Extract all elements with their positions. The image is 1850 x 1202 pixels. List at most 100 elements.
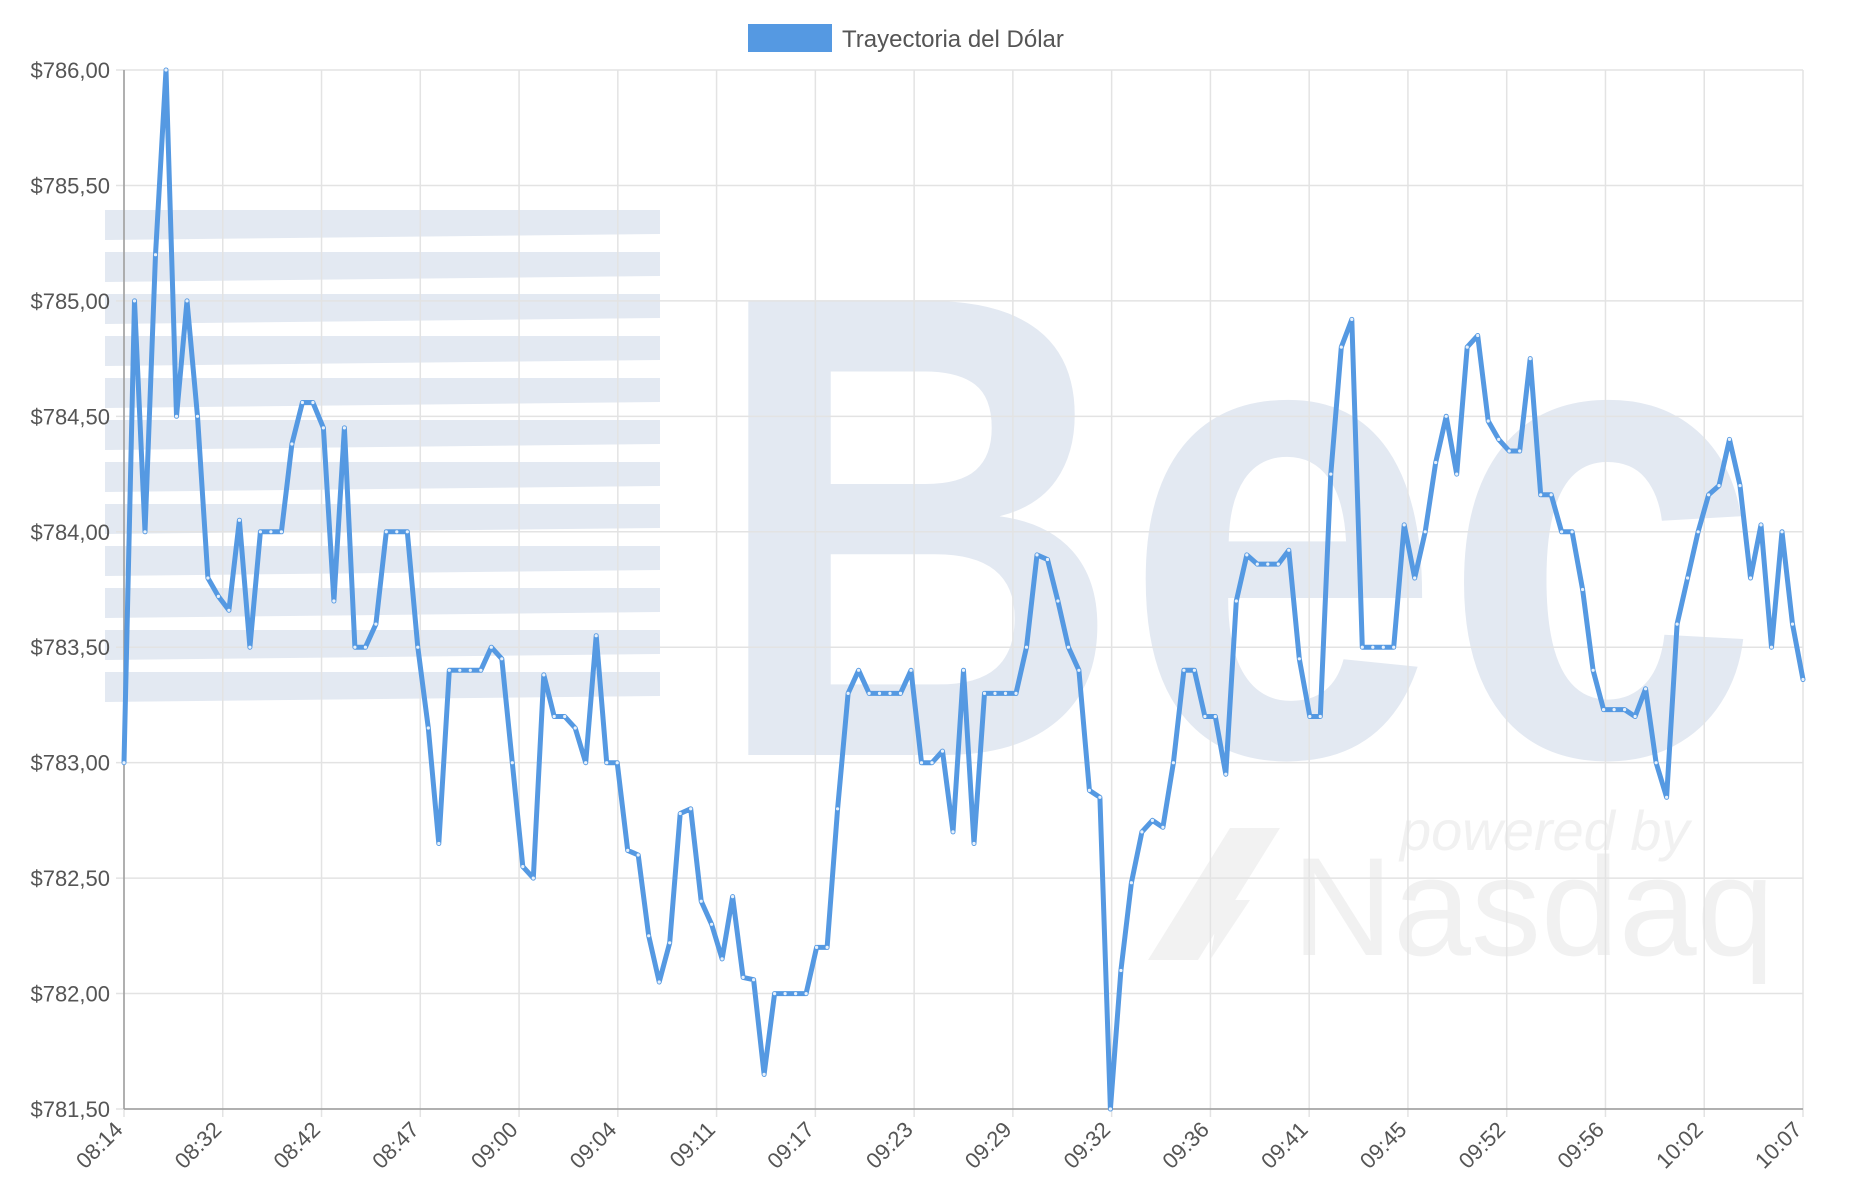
data-point[interactable]	[647, 934, 651, 938]
data-point[interactable]	[961, 668, 966, 672]
data-point[interactable]	[888, 691, 892, 696]
data-point[interactable]	[143, 530, 147, 534]
data-point[interactable]	[1465, 345, 1469, 349]
data-point[interactable]	[1297, 657, 1301, 661]
data-point[interactable]	[1560, 530, 1564, 534]
data-point[interactable]	[1203, 714, 1207, 719]
data-point[interactable]	[1727, 437, 1732, 441]
data-point[interactable]	[153, 253, 158, 257]
data-point[interactable]	[521, 865, 525, 869]
data-point[interactable]	[489, 645, 493, 649]
data-point[interactable]	[1045, 557, 1050, 562]
data-point[interactable]	[1318, 714, 1322, 719]
data-point[interactable]	[1644, 687, 1648, 691]
data-point[interactable]	[321, 426, 325, 430]
data-point[interactable]	[1707, 493, 1711, 497]
data-point[interactable]	[1549, 493, 1553, 497]
data-point[interactable]	[846, 691, 850, 696]
data-point[interactable]	[1287, 548, 1291, 552]
data-point[interactable]	[1213, 714, 1217, 719]
data-point[interactable]	[993, 691, 997, 696]
data-point[interactable]	[332, 599, 336, 603]
data-point[interactable]	[1245, 553, 1249, 557]
data-point[interactable]	[416, 645, 420, 649]
data-point[interactable]	[311, 400, 315, 405]
data-point[interactable]	[353, 645, 357, 649]
data-point[interactable]	[1518, 449, 1522, 453]
data-point[interactable]	[290, 442, 294, 446]
data-point[interactable]	[815, 945, 819, 950]
data-point[interactable]	[1371, 645, 1375, 649]
data-point[interactable]	[1350, 317, 1354, 321]
data-point[interactable]	[720, 957, 724, 961]
data-point[interactable]	[573, 726, 577, 730]
data-point[interactable]	[699, 899, 703, 903]
data-point[interactable]	[1790, 622, 1795, 626]
data-point[interactable]	[1717, 484, 1721, 488]
data-point[interactable]	[1392, 645, 1396, 649]
data-point[interactable]	[951, 830, 955, 834]
data-point[interactable]	[342, 426, 346, 430]
data-point[interactable]	[615, 761, 619, 765]
data-point[interactable]	[898, 691, 903, 696]
data-point[interactable]	[1266, 562, 1270, 566]
data-point[interactable]	[458, 668, 462, 672]
data-point[interactable]	[982, 691, 987, 696]
data-point[interactable]	[1476, 333, 1480, 338]
data-point[interactable]	[563, 714, 567, 719]
data-point[interactable]	[940, 749, 945, 753]
data-point[interactable]	[426, 726, 430, 730]
data-point[interactable]	[1570, 530, 1574, 534]
data-point[interactable]	[1696, 530, 1700, 534]
data-point[interactable]	[1150, 818, 1154, 823]
data-point[interactable]	[710, 922, 714, 926]
data-point[interactable]	[510, 761, 514, 765]
data-point[interactable]	[1224, 772, 1228, 776]
data-point[interactable]	[122, 761, 126, 765]
data-point[interactable]	[741, 975, 745, 980]
data-point[interactable]	[1675, 622, 1679, 626]
data-point[interactable]	[1686, 576, 1690, 580]
data-point[interactable]	[783, 992, 787, 996]
data-point[interactable]	[867, 691, 871, 696]
data-point[interactable]	[479, 668, 483, 672]
data-point[interactable]	[1738, 484, 1742, 488]
data-point[interactable]	[1014, 691, 1018, 696]
data-point[interactable]	[584, 761, 588, 765]
data-point[interactable]	[500, 657, 504, 661]
data-point[interactable]	[930, 761, 934, 765]
data-point[interactable]	[1056, 599, 1060, 603]
data-point[interactable]	[1087, 788, 1091, 793]
data-point[interactable]	[1308, 714, 1312, 719]
data-point[interactable]	[1497, 437, 1501, 441]
data-point[interactable]	[1098, 795, 1102, 799]
data-point[interactable]	[1528, 357, 1532, 361]
data-point[interactable]	[836, 807, 840, 811]
data-point[interactable]	[195, 414, 200, 418]
data-point[interactable]	[1581, 587, 1585, 592]
data-point[interactable]	[1402, 523, 1406, 527]
data-point[interactable]	[1024, 645, 1029, 649]
data-point[interactable]	[825, 945, 829, 950]
data-point[interactable]	[1035, 553, 1039, 557]
data-point[interactable]	[1633, 714, 1637, 719]
data-point[interactable]	[1077, 668, 1081, 672]
data-point[interactable]	[374, 622, 378, 626]
data-point[interactable]	[752, 978, 756, 982]
data-point[interactable]	[248, 645, 252, 649]
data-point[interactable]	[132, 299, 137, 303]
data-point[interactable]	[1748, 576, 1753, 580]
data-point[interactable]	[1654, 761, 1658, 765]
data-point[interactable]	[1161, 825, 1165, 829]
data-point[interactable]	[1780, 530, 1784, 534]
data-point[interactable]	[1171, 761, 1175, 765]
data-point[interactable]	[542, 673, 546, 677]
data-point[interactable]	[227, 608, 231, 612]
data-point[interactable]	[468, 668, 472, 672]
data-point[interactable]	[279, 530, 283, 534]
data-point[interactable]	[185, 299, 189, 303]
data-point[interactable]	[1182, 668, 1186, 672]
data-point[interactable]	[678, 811, 682, 816]
data-point[interactable]	[1423, 530, 1427, 534]
data-point[interactable]	[1108, 1107, 1112, 1111]
